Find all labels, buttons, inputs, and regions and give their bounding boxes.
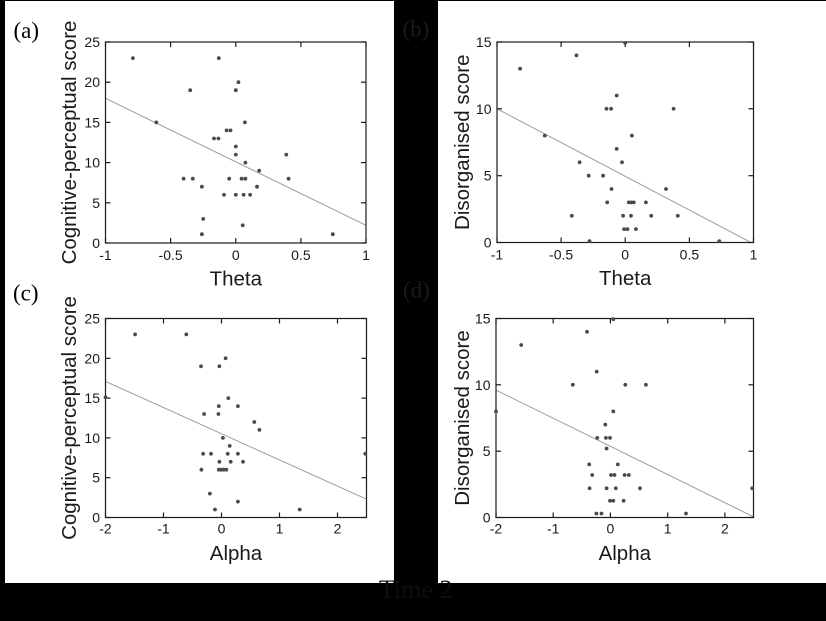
svg-text:0.5: 0.5 bbox=[680, 247, 700, 263]
svg-text:Alpha: Alpha bbox=[210, 542, 263, 565]
svg-text:(a): (a) bbox=[14, 18, 40, 43]
svg-text:0: 0 bbox=[218, 521, 226, 537]
svg-text:-1: -1 bbox=[491, 247, 504, 263]
svg-text:Cognitive-perceptual score: Cognitive-perceptual score bbox=[58, 21, 81, 265]
svg-text:1: 1 bbox=[664, 521, 672, 537]
svg-text:5: 5 bbox=[483, 443, 491, 459]
svg-text:10: 10 bbox=[84, 155, 100, 171]
svg-text:0.5: 0.5 bbox=[291, 247, 311, 263]
svg-text:2: 2 bbox=[721, 521, 729, 537]
svg-text:-2: -2 bbox=[490, 521, 503, 537]
svg-text:1: 1 bbox=[276, 521, 284, 537]
svg-text:Cognitive-perceptual score: Cognitive-perceptual score bbox=[58, 296, 81, 540]
svg-text:Disorganised score: Disorganised score bbox=[451, 330, 474, 505]
svg-text:1: 1 bbox=[362, 247, 370, 263]
svg-text:0: 0 bbox=[607, 521, 615, 537]
svg-text:0: 0 bbox=[621, 247, 629, 263]
svg-text:Theta: Theta bbox=[599, 267, 652, 290]
svg-text:(d): (d) bbox=[403, 278, 430, 303]
svg-text:Disorganised score: Disorganised score bbox=[451, 54, 474, 229]
svg-text:-1: -1 bbox=[99, 247, 112, 263]
svg-text:0: 0 bbox=[483, 510, 491, 526]
svg-text:-1: -1 bbox=[157, 521, 170, 537]
svg-text:25: 25 bbox=[84, 311, 100, 327]
svg-text:0: 0 bbox=[92, 510, 100, 526]
svg-text:15: 15 bbox=[476, 34, 492, 50]
svg-text:5: 5 bbox=[92, 195, 100, 211]
svg-text:25: 25 bbox=[84, 34, 100, 50]
svg-text:Theta: Theta bbox=[210, 268, 263, 291]
svg-text:10: 10 bbox=[84, 430, 100, 446]
svg-text:0: 0 bbox=[232, 247, 240, 263]
svg-text:15: 15 bbox=[84, 114, 100, 130]
svg-text:15: 15 bbox=[84, 390, 100, 406]
svg-text:20: 20 bbox=[84, 350, 100, 366]
svg-text:10: 10 bbox=[475, 377, 491, 393]
svg-text:-0.5: -0.5 bbox=[159, 247, 183, 263]
svg-text:0: 0 bbox=[484, 235, 492, 251]
svg-text:20: 20 bbox=[84, 74, 100, 90]
svg-text:10: 10 bbox=[476, 101, 492, 117]
svg-text:5: 5 bbox=[92, 470, 100, 486]
svg-text:5: 5 bbox=[484, 168, 492, 184]
svg-text:-1: -1 bbox=[547, 521, 560, 537]
svg-text:-2: -2 bbox=[99, 521, 112, 537]
svg-text:2: 2 bbox=[334, 521, 342, 537]
svg-text:(b): (b) bbox=[403, 17, 430, 42]
svg-text:Time 2: Time 2 bbox=[379, 575, 452, 604]
svg-text:0: 0 bbox=[92, 235, 100, 251]
svg-text:15: 15 bbox=[475, 311, 491, 327]
svg-text:(c): (c) bbox=[13, 281, 39, 306]
svg-text:1: 1 bbox=[750, 247, 758, 263]
svg-text:Alpha: Alpha bbox=[599, 542, 652, 565]
svg-text:-0.5: -0.5 bbox=[549, 247, 573, 263]
